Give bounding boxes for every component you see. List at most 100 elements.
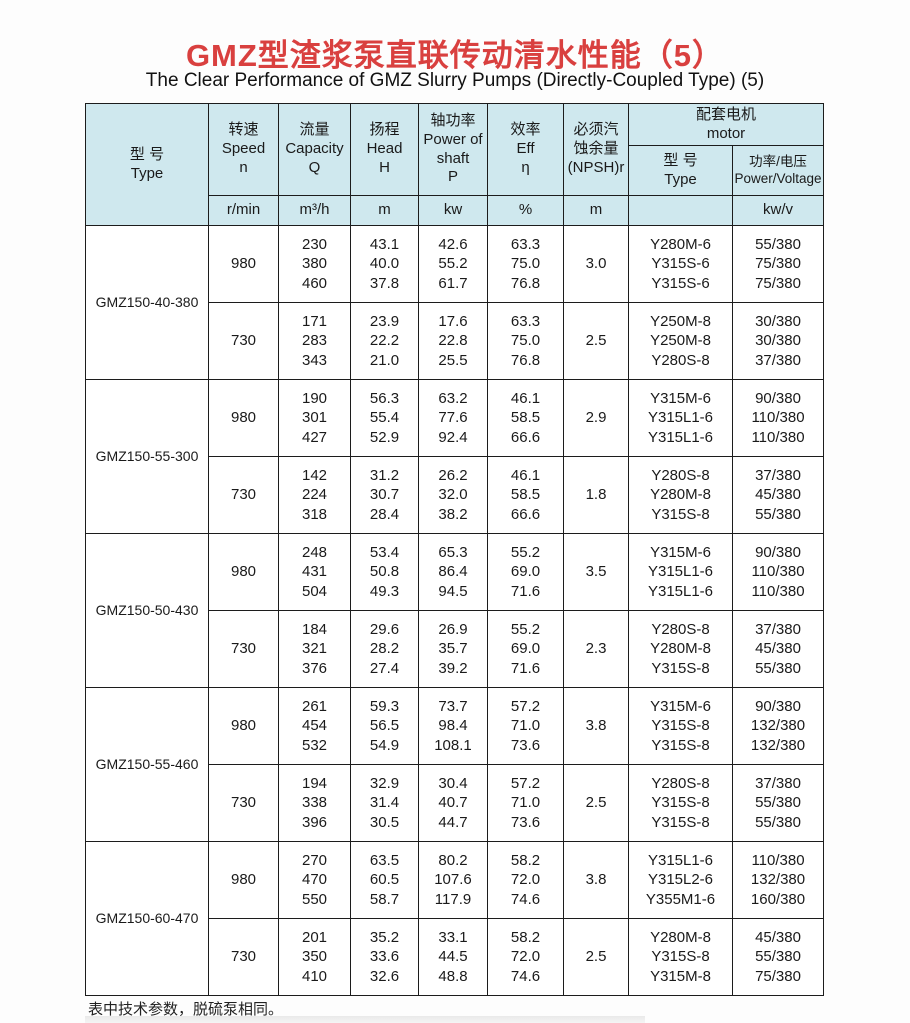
header-capacity: 流量 Capacity Q [278, 103, 351, 196]
unit-capacity: m³/h [278, 195, 351, 226]
capacity-cell: 248 431 504 [278, 533, 351, 611]
motor-power-cell: 90/380 110/380 110/380 [731, 379, 825, 457]
npsh-cell: 2.5 [563, 918, 629, 996]
eff-cell: 57.2 71.0 73.6 [487, 687, 564, 765]
header-type: 型 号 Type [85, 103, 209, 226]
eff-cell: 57.2 71.0 73.6 [487, 764, 564, 842]
speed-cell: 980 [208, 841, 279, 919]
motor-type-cell: Y250M-8 Y250M-8 Y280S-8 [628, 302, 733, 380]
npsh-cell: 2.3 [563, 610, 629, 688]
head-cell: 35.2 33.6 32.6 [350, 918, 419, 996]
model-cell: GMZ150-60-470 [85, 841, 209, 996]
unit-power: kw [418, 195, 488, 226]
motor-power-cell: 37/380 45/380 55/380 [731, 456, 825, 534]
table-row: 730 184 321 376 29.6 28.2 27.4 26.9 35.7… [85, 610, 825, 688]
head-cell: 56.3 55.4 52.9 [350, 379, 419, 457]
motor-power-cell: 45/380 55/380 75/380 [731, 918, 825, 996]
head-cell: 29.6 28.2 27.4 [350, 610, 419, 688]
head-cell: 23.9 22.2 21.0 [350, 302, 419, 380]
pump-performance-table: 型 号 Type 转速 Speed n 流量 Capacity Q 扬程 Hea… [85, 103, 825, 996]
motor-power-cell: 110/380 132/380 160/380 [731, 841, 825, 919]
motor-type-cell: Y315M-6 Y315S-8 Y315S-8 [628, 687, 733, 765]
power-cell: 30.4 40.7 44.7 [418, 764, 488, 842]
capacity-cell: 194 338 396 [278, 764, 351, 842]
speed-cell: 980 [208, 687, 279, 765]
motor-type-cell: Y315M-6 Y315L1-6 Y315L1-6 [628, 533, 733, 611]
page-subtitle: The Clear Performance of GMZ Slurry Pump… [145, 70, 765, 91]
eff-cell: 63.3 75.0 76.8 [487, 225, 564, 303]
capacity-cell: 142 224 318 [278, 456, 351, 534]
motor-power-cell: 37/380 55/380 55/380 [731, 764, 825, 842]
footnote: 表中技术参数，脱硫泵相同。 [88, 1001, 284, 1018]
speed-cell: 730 [208, 610, 279, 688]
header-head: 扬程 Head H [350, 103, 419, 196]
power-cell: 42.6 55.2 61.7 [418, 225, 488, 303]
speed-cell: 730 [208, 456, 279, 534]
header-shaft-power: 轴功率 Power of shaft P [418, 103, 488, 196]
header-speed: 转速 Speed n [208, 103, 279, 196]
motor-power-cell: 55/380 75/380 75/380 [731, 225, 825, 303]
table-row: GMZ150-60-470 980 270 470 550 63.5 60.5 … [85, 841, 825, 996]
eff-cell: 63.3 75.0 76.8 [487, 302, 564, 380]
header-motor-type: 型 号 Type [628, 145, 733, 196]
npsh-cell: 2.9 [563, 379, 629, 457]
head-cell: 43.1 40.0 37.8 [350, 225, 419, 303]
npsh-cell: 3.8 [563, 687, 629, 765]
motor-power-cell: 90/380 132/380 132/380 [731, 687, 825, 765]
unit-motor-power: kw/v [731, 195, 825, 226]
npsh-cell: 3.0 [563, 225, 629, 303]
model-cell: GMZ150-55-460 [85, 687, 209, 842]
table-row: 730 194 338 396 32.9 31.4 30.5 30.4 40.7… [85, 764, 825, 842]
unit-motor-type [628, 195, 733, 226]
motor-power-cell: 90/380 110/380 110/380 [731, 533, 825, 611]
npsh-cell: 1.8 [563, 456, 629, 534]
motor-type-cell: Y280S-8 Y315S-8 Y315S-8 [628, 764, 733, 842]
power-cell: 17.6 22.8 25.5 [418, 302, 488, 380]
model-cell: GMZ150-55-300 [85, 379, 209, 534]
speed-cell: 730 [208, 764, 279, 842]
eff-cell: 58.2 72.0 74.6 [487, 841, 564, 919]
eff-cell: 58.2 72.0 74.6 [487, 918, 564, 996]
scan-artifact [85, 1016, 645, 1023]
eff-cell: 55.2 69.0 71.6 [487, 533, 564, 611]
table-row: GMZ150-55-460 980 261 454 532 59.3 56.5 … [85, 687, 825, 842]
eff-cell: 46.1 58.5 66.6 [487, 456, 564, 534]
unit-head: m [350, 195, 419, 226]
power-cell: 26.9 35.7 39.2 [418, 610, 488, 688]
capacity-cell: 270 470 550 [278, 841, 351, 919]
table-row: GMZ150-40-380 980 230 380 460 43.1 40.0 … [85, 225, 825, 380]
table-row: 730 171 283 343 23.9 22.2 21.0 17.6 22.8… [85, 302, 825, 380]
power-cell: 73.7 98.4 108.1 [418, 687, 488, 765]
unit-npsh: m [563, 195, 629, 226]
npsh-cell: 3.5 [563, 533, 629, 611]
motor-type-cell: Y280S-8 Y280M-8 Y315S-8 [628, 456, 733, 534]
table-row: 730 142 224 318 31.2 30.7 28.4 26.2 32.0… [85, 456, 825, 534]
power-cell: 80.2 107.6 117.9 [418, 841, 488, 919]
motor-type-cell: Y280M-8 Y315S-8 Y315M-8 [628, 918, 733, 996]
speed-cell: 980 [208, 225, 279, 303]
npsh-cell: 3.8 [563, 841, 629, 919]
motor-power-cell: 37/380 45/380 55/380 [731, 610, 825, 688]
header-motor-group: 配套电机 motor [627, 103, 825, 146]
motor-type-cell: Y280S-8 Y280M-8 Y315S-8 [628, 610, 733, 688]
model-cell: GMZ150-40-380 [85, 225, 209, 380]
motor-type-cell: Y315M-6 Y315L1-6 Y315L1-6 [628, 379, 733, 457]
eff-cell: 55.2 69.0 71.6 [487, 610, 564, 688]
head-cell: 32.9 31.4 30.5 [350, 764, 419, 842]
unit-speed: r/min [208, 195, 279, 226]
motor-type-cell: Y315L1-6 Y315L2-6 Y355M1-6 [628, 841, 733, 919]
page-title: GMZ型渣浆泵直联传动清水性能（5） [185, 38, 725, 73]
head-cell: 63.5 60.5 58.7 [350, 841, 419, 919]
npsh-cell: 2.5 [563, 764, 629, 842]
head-cell: 31.2 30.7 28.4 [350, 456, 419, 534]
power-cell: 26.2 32.0 38.2 [418, 456, 488, 534]
unit-eff: % [487, 195, 564, 226]
table-row: GMZ150-55-300 980 190 301 427 56.3 55.4 … [85, 379, 825, 534]
capacity-cell: 201 350 410 [278, 918, 351, 996]
table-row: GMZ150-50-430 980 248 431 504 53.4 50.8 … [85, 533, 825, 688]
motor-type-cell: Y280M-6 Y315S-6 Y315S-6 [628, 225, 733, 303]
head-cell: 53.4 50.8 49.3 [350, 533, 419, 611]
speed-cell: 980 [208, 533, 279, 611]
speed-cell: 730 [208, 302, 279, 380]
capacity-cell: 190 301 427 [278, 379, 351, 457]
